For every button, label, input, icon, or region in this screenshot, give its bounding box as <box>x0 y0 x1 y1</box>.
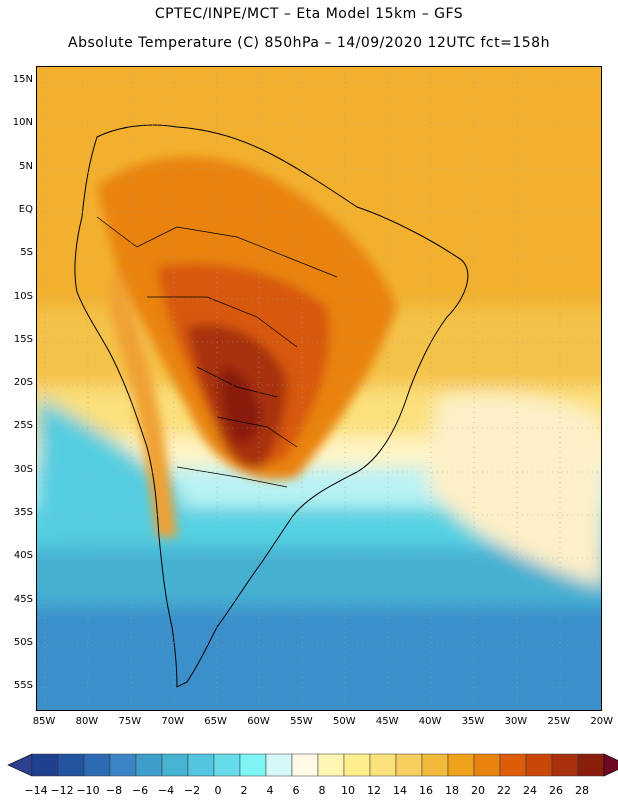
colorbar-label: −14 <box>24 784 48 797</box>
colorbar-swatch <box>239 753 267 777</box>
colorbar-swatch <box>187 753 215 777</box>
title-line-1: CPTEC/INPE/MCT – Eta Model 15km – GFS <box>154 6 464 22</box>
colorbar-label: 10 <box>341 784 355 797</box>
south-america-outline <box>74 124 469 688</box>
colorbar-swatch <box>551 753 579 777</box>
lon-label: 35W <box>461 716 485 727</box>
lon-label: 25W <box>547 716 571 727</box>
colorbar-label: 16 <box>419 784 433 797</box>
peak-core <box>220 367 262 445</box>
colorbar-swatch <box>265 753 293 777</box>
title-line-2: Absolute Temperature (C) 850hPa – 14/09/… <box>68 35 550 51</box>
lat-label: 5N <box>19 160 33 172</box>
lon-label: 65W <box>204 716 227 727</box>
lat-label: 10N <box>12 117 33 129</box>
colorbar-high-arrow <box>603 753 618 777</box>
lat-label: 10S <box>13 290 33 302</box>
colorbar-swatch <box>57 753 85 777</box>
colorbar-swatch <box>499 753 527 777</box>
colorbar-label: −2 <box>183 784 201 797</box>
colorbar-swatch <box>473 753 501 777</box>
lat-label: 35S <box>13 507 33 518</box>
lat-label: 25S <box>13 420 33 432</box>
colorbar-swatch <box>317 753 345 777</box>
lon-label: 40W <box>418 716 442 727</box>
colorbar-label: 8 <box>318 784 326 797</box>
pale-ocean <box>427 393 601 587</box>
colorbar-label: −8 <box>105 784 123 797</box>
colorbar-label: 20 <box>471 784 485 797</box>
colorbar-swatch <box>135 753 163 777</box>
lon-label: 70W <box>161 716 184 727</box>
lon-label: 60W <box>247 716 270 727</box>
lat-label: 55S <box>13 680 33 692</box>
colorbar-label: 0 <box>214 784 222 797</box>
colorbar-label: −12 <box>50 784 74 797</box>
colorbar-swatch <box>31 753 59 777</box>
colorbar-swatch <box>109 753 137 777</box>
colorbar-label: −10 <box>76 784 100 797</box>
colorbar-label: 26 <box>549 784 563 797</box>
colorbar-label: 14 <box>393 784 407 797</box>
colorbar-label: 12 <box>367 784 381 797</box>
colorbar <box>0 748 618 800</box>
colorbar-swatch <box>395 753 423 777</box>
lon-label: 45W <box>375 716 399 727</box>
lon-label: 75W <box>118 716 142 727</box>
colorbar-label: −6 <box>131 784 149 797</box>
colorbar-swatch <box>447 753 475 777</box>
lat-label: 30S <box>13 463 33 475</box>
colorbar-swatch <box>343 753 371 777</box>
country-borders <box>96 216 338 488</box>
lat-label: 50S <box>13 636 33 648</box>
lon-label: 80W <box>75 716 99 727</box>
lat-label: 15S <box>13 333 33 345</box>
colorbar-swatch <box>291 753 319 777</box>
colorbar-label: 18 <box>445 784 459 797</box>
lon-label: 55W <box>290 716 313 727</box>
colorbar-swatch <box>577 753 605 777</box>
colorbar-label: 22 <box>497 784 511 797</box>
lat-label: 20S <box>13 377 33 389</box>
colorbar-swatch <box>421 753 449 777</box>
colorbar-label: −4 <box>157 784 175 797</box>
colorbar-swatch <box>369 753 397 777</box>
lon-label: 85W <box>32 716 56 727</box>
colorbar-label: 24 <box>523 784 537 797</box>
colorbar-swatch <box>83 753 111 777</box>
lat-label: 40S <box>13 550 33 562</box>
lat-label: EQ <box>18 203 33 215</box>
colorbar-label: 6 <box>292 784 300 797</box>
colorbar-label: 4 <box>266 784 274 797</box>
lat-label: 5S <box>20 247 33 259</box>
colorbar-swatch <box>213 753 241 777</box>
colorbar-swatch <box>161 753 189 777</box>
lat-label: 15N <box>12 74 33 85</box>
lon-label: 30W <box>504 716 528 727</box>
temperature-map <box>36 66 602 711</box>
colorbar-swatch <box>525 753 553 777</box>
andes-strip <box>109 267 177 537</box>
lat-label: 45S <box>13 593 33 605</box>
colorbar-label: 2 <box>240 784 248 797</box>
colorbar-low-arrow <box>7 753 33 777</box>
lon-label: 50W <box>332 716 356 727</box>
lon-label: 20W <box>590 716 613 727</box>
colorbar-label: 28 <box>575 784 589 797</box>
